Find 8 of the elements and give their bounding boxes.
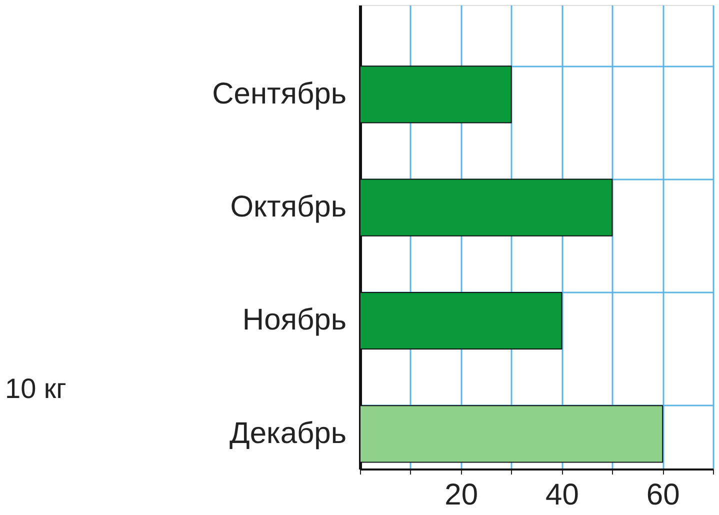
x-tick-label: 40 <box>546 478 579 512</box>
text: 10 кг <box>5 373 66 404</box>
y-tick-label: Декабрь <box>230 416 346 450</box>
x-tick-label: 60 <box>646 478 680 512</box>
x-tick-label: 20 <box>444 478 478 512</box>
y-tick-label: Сентябрь <box>212 77 346 110</box>
y-tick-label: Ноябрь <box>242 304 346 337</box>
y-tick-label: Октябрь <box>230 190 346 224</box>
